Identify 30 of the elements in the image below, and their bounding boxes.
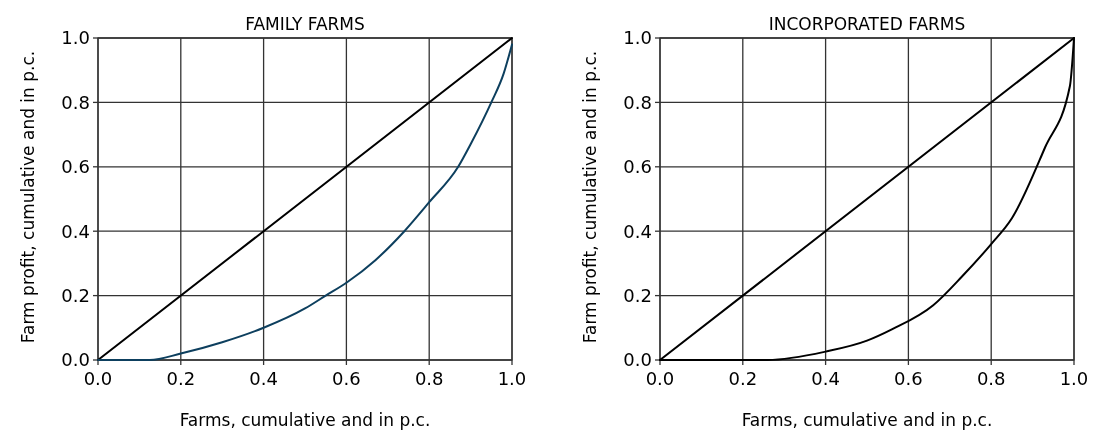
x-tick-label: 0.4 [811, 368, 840, 389]
y-axis-title: Farm profit, cumulative and in p.c. [18, 50, 38, 344]
x-axis-title: Farms, cumulative and in p.c. [179, 410, 431, 430]
y-tick-label: 1.0 [623, 27, 652, 49]
chart-title: INCORPORATED FARMS [768, 14, 966, 34]
y-axis-title: Farm profit, cumulative and in p.c. [580, 50, 600, 344]
x-tick-label: 0.4 [249, 368, 278, 389]
x-axis-title: Farms, cumulative and in p.c. [741, 410, 993, 430]
x-tick-label: 0.0 [83, 368, 113, 389]
x-tick-label: 0.2 [728, 368, 758, 389]
y-tick-label: 0.4 [61, 220, 90, 242]
y-tick-label: 0.0 [61, 349, 90, 371]
y-tick-label: 0.0 [623, 349, 652, 371]
chart-title: FAMILY FARMS [245, 14, 365, 34]
y-tick-label: 0.2 [61, 284, 90, 306]
y-tick-label: 0.6 [61, 156, 90, 178]
x-tick-label: 0.6 [332, 368, 361, 389]
y-tick-label: 0.4 [623, 220, 652, 242]
x-tick-label: 0.0 [645, 368, 675, 389]
x-tick-label: 1.0 [1059, 368, 1089, 389]
y-tick-label: 0.2 [623, 284, 652, 306]
x-tick-label: 0.8 [976, 368, 1006, 389]
x-tick-label: 0.6 [894, 368, 923, 389]
y-tick-label: 1.0 [61, 27, 90, 49]
y-tick-label: 0.8 [61, 91, 90, 113]
x-tick-label: 0.2 [166, 368, 196, 389]
y-tick-label: 0.8 [623, 91, 652, 113]
x-tick-label: 1.0 [497, 368, 527, 389]
y-tick-label: 0.6 [623, 156, 652, 178]
x-tick-label: 0.8 [414, 368, 444, 389]
